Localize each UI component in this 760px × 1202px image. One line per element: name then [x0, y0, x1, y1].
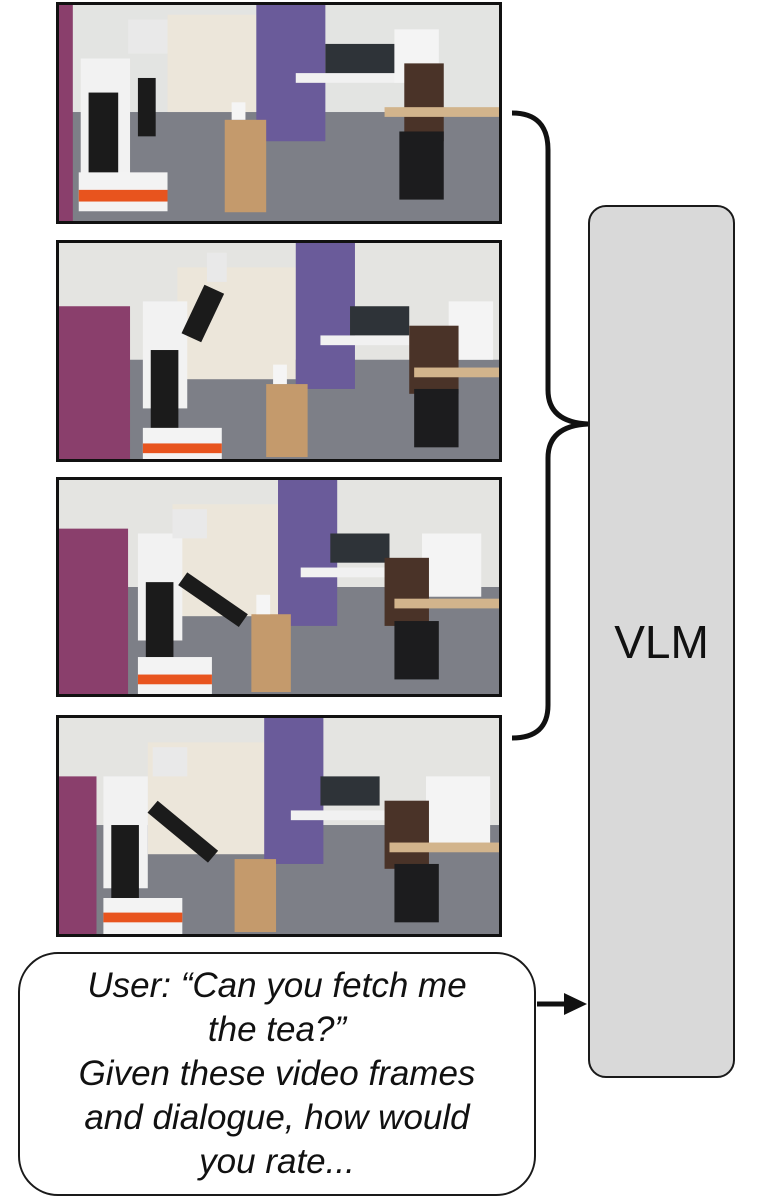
- prompt-line: you rate...: [199, 1142, 355, 1181]
- frames-brace: [511, 110, 591, 741]
- video-frame-2: [56, 240, 502, 462]
- office-scene-image: [59, 718, 499, 934]
- prompt-line: and dialogue, how would: [84, 1098, 470, 1137]
- vlm-box: VLM: [588, 205, 735, 1078]
- prompt-box: User: “Can you fetch me the tea?” Given …: [18, 952, 536, 1196]
- video-frame-3: [56, 477, 502, 697]
- video-frame-1: [56, 2, 502, 224]
- prompt-arrow-head: [564, 993, 587, 1015]
- prompt-line: Given these video frames: [78, 1054, 476, 1093]
- video-frame-4: [56, 715, 502, 937]
- office-scene-image: [59, 243, 499, 459]
- prompt-line: User: “Can you fetch me: [87, 966, 467, 1005]
- office-scene-image: [59, 480, 499, 694]
- prompt-line: the tea?”: [207, 1010, 347, 1049]
- vlm-label: VLM: [614, 615, 709, 668]
- prompt-text: User: “Can you fetch me the tea?” Given …: [79, 964, 476, 1184]
- office-scene-image: [59, 5, 499, 221]
